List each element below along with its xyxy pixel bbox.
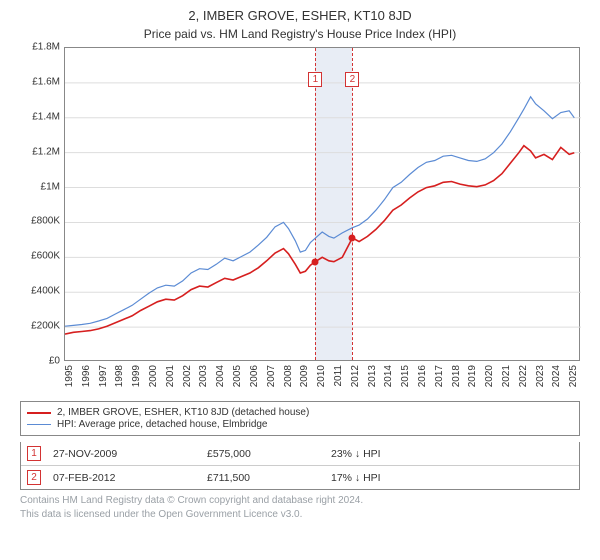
legend: 2, IMBER GROVE, ESHER, KT10 8JD (detache…: [20, 401, 580, 436]
x-tick-label: 2021: [501, 365, 512, 387]
sale-point: [312, 258, 319, 265]
series-property: [65, 146, 574, 334]
sale-hpi-delta: 17% ↓ HPI: [331, 472, 573, 484]
credits: Contains HM Land Registry data © Crown c…: [20, 494, 580, 521]
y-tick-label: £800K: [20, 216, 60, 227]
sale-row: 1 27-NOV-2009 £575,000 23% ↓ HPI: [21, 442, 579, 465]
legend-swatch: [27, 412, 51, 414]
x-tick-label: 2016: [417, 365, 428, 387]
x-tick-label: 2022: [518, 365, 529, 387]
legend-label: 2, IMBER GROVE, ESHER, KT10 8JD (detache…: [57, 407, 309, 418]
y-tick-label: £1M: [20, 181, 60, 192]
sale-row: 2 07-FEB-2012 £711,500 17% ↓ HPI: [21, 465, 579, 489]
sale-marker: 2: [27, 470, 41, 485]
plot-area: 12: [64, 47, 580, 361]
y-tick-label: £1.8M: [20, 42, 60, 53]
sale-price: £575,000: [207, 448, 327, 460]
credit-line-1: Contains HM Land Registry data © Crown c…: [20, 494, 580, 508]
legend-label: HPI: Average price, detached house, Elmb…: [57, 419, 268, 430]
chart: £0 £200K £400K £600K £800K £1M £1.2M £1.4M £1.6M…: [20, 47, 580, 397]
x-tick-label: 2024: [551, 365, 562, 387]
chart-titles: 2, IMBER GROVE, ESHER, KT10 8JD Price pa…: [10, 8, 590, 41]
x-tick-label: 2008: [283, 365, 294, 387]
event-marker: 2: [345, 72, 359, 87]
y-tick-label: £1.2M: [20, 146, 60, 157]
x-tick-label: 2005: [232, 365, 243, 387]
y-tick-label: £1.6M: [20, 76, 60, 87]
x-tick-label: 2001: [165, 365, 176, 387]
plot-svg: [65, 48, 581, 362]
x-tick-label: 2007: [266, 365, 277, 387]
x-tick-label: 1997: [98, 365, 109, 387]
sale-hpi-delta: 23% ↓ HPI: [331, 448, 573, 460]
x-tick-label: 2013: [367, 365, 378, 387]
y-tick-label: £1.4M: [20, 111, 60, 122]
sale-point: [349, 234, 356, 241]
x-tick-label: 1996: [81, 365, 92, 387]
x-tick-label: 2015: [400, 365, 411, 387]
x-tick-label: 2009: [299, 365, 310, 387]
sale-date: 27-NOV-2009: [53, 448, 203, 460]
x-tick-label: 2002: [182, 365, 193, 387]
event-marker: 1: [308, 72, 322, 87]
x-tick-label: 2014: [383, 365, 394, 387]
x-tick-label: 2004: [215, 365, 226, 387]
sales-table: 1 27-NOV-2009 £575,000 23% ↓ HPI 2 07-FEB-201…: [20, 442, 580, 490]
x-tick-label: 2006: [249, 365, 260, 387]
sale-date: 07-FEB-2012: [53, 472, 203, 484]
x-tick-label: 1999: [131, 365, 142, 387]
x-tick-label: 2023: [535, 365, 546, 387]
y-tick-label: £600K: [20, 251, 60, 262]
legend-item: 2, IMBER GROVE, ESHER, KT10 8JD (detache…: [27, 407, 573, 418]
x-tick-label: 2010: [316, 365, 327, 387]
title-main: 2, IMBER GROVE, ESHER, KT10 8JD: [10, 8, 590, 23]
x-tick-label: 2003: [198, 365, 209, 387]
x-tick-label: 2018: [451, 365, 462, 387]
x-tick-label: 1998: [114, 365, 125, 387]
legend-swatch: [27, 424, 51, 425]
x-tick-label: 2017: [434, 365, 445, 387]
x-tick-label: 1995: [64, 365, 75, 387]
x-tick-label: 2020: [484, 365, 495, 387]
y-axis: £0£200K£400K£600K£800K£1M£1.2M£1.4M£1.6M…: [20, 47, 64, 361]
credit-line-2: This data is licensed under the Open Gov…: [20, 508, 580, 522]
sale-price: £711,500: [207, 472, 327, 484]
title-sub: Price paid vs. HM Land Registry's House …: [10, 27, 590, 41]
y-tick-label: £200K: [20, 321, 60, 332]
x-tick-label: 2019: [467, 365, 478, 387]
legend-item: HPI: Average price, detached house, Elmb…: [27, 419, 573, 430]
x-tick-label: 2000: [148, 365, 159, 387]
x-tick-label: 2025: [568, 365, 579, 387]
x-tick-label: 2011: [333, 365, 344, 387]
y-tick-label: £400K: [20, 286, 60, 297]
x-axis: 1995 1996 1997 1998 1999 2000 2001 2002 2003 2004…: [64, 361, 580, 397]
x-tick-label: 2012: [350, 365, 361, 387]
y-tick-label: £0: [20, 356, 60, 367]
sale-marker: 1: [27, 446, 41, 461]
